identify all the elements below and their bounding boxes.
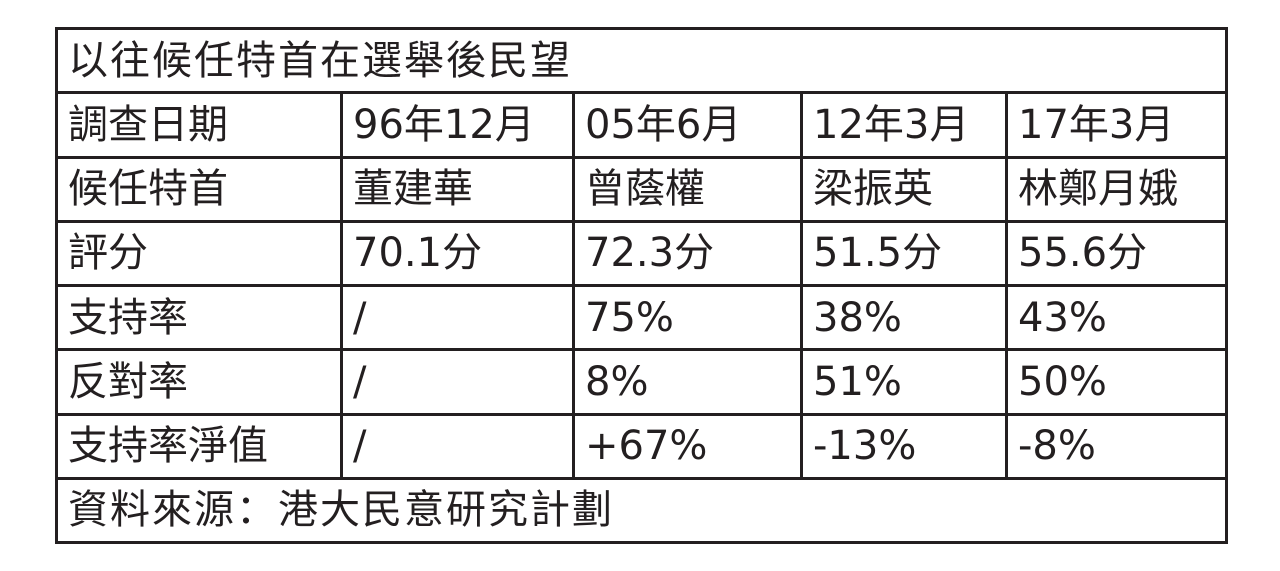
table-row-opposition: 反對率 / 8% 51% 50%: [55, 348, 1229, 416]
table-cell: 96年12月: [340, 91, 575, 159]
title-row: 以往候任特首在選舉後民望: [54, 26, 1229, 95]
row-label: 反對率: [55, 348, 343, 416]
table-row-chief-executive: 候任特首 董建華 曾蔭權 梁振英 林鄭月娥: [55, 155, 1229, 223]
table-cell: 梁振英: [800, 155, 1008, 223]
table-cell: 55.6分: [1004, 219, 1229, 288]
table-cell: 8%: [572, 348, 803, 416]
table-cell: 12年3月: [800, 91, 1008, 159]
table-cell: /: [340, 348, 575, 416]
table-row-net-support: 支持率淨值 / +67% -13% -8%: [55, 412, 1229, 480]
table-cell: 林鄭月娥: [1004, 155, 1229, 223]
table-cell: 72.3分: [572, 219, 803, 288]
table-cell: +67%: [572, 412, 803, 480]
row-label: 評分: [55, 219, 343, 288]
table-cell: -13%: [800, 412, 1008, 480]
table-cell: -8%: [1004, 412, 1229, 480]
table-cell: 51%: [800, 348, 1008, 416]
row-label: 候任特首: [55, 155, 343, 223]
table-cell: 董建華: [340, 155, 575, 223]
table-cell: 曾蔭權: [572, 155, 803, 223]
table-cell: 43%: [1004, 283, 1229, 352]
row-label: 支持率淨值: [55, 412, 343, 480]
row-label: 支持率: [55, 283, 343, 352]
table-cell: /: [340, 283, 575, 352]
popularity-table: 以往候任特首在選舉後民望 調查日期 96年12月 05年6月 12年3月 17年…: [54, 26, 1229, 545]
row-label: 調查日期: [55, 91, 343, 159]
table-cell: 70.1分: [340, 219, 575, 288]
table-row-survey-date: 調查日期 96年12月 05年6月 12年3月 17年3月: [55, 91, 1229, 159]
table-cell: 75%: [572, 283, 803, 352]
footer-row: 資料來源：港大民意研究計劃: [54, 476, 1229, 545]
table-row-support: 支持率 / 75% 38% 43%: [55, 283, 1229, 352]
table-cell: 17年3月: [1004, 91, 1229, 159]
table-cell: 51.5分: [800, 219, 1008, 288]
table-title: 以往候任特首在選舉後民望: [54, 26, 1229, 95]
table-cell: 50%: [1004, 348, 1229, 416]
table-row-rating: 評分 70.1分 72.3分 51.5分 55.6分: [55, 219, 1229, 288]
table-cell: 38%: [800, 283, 1008, 352]
table-cell: /: [340, 412, 575, 480]
table-cell: 05年6月: [572, 91, 803, 159]
source-note: 資料來源：港大民意研究計劃: [54, 476, 1229, 545]
